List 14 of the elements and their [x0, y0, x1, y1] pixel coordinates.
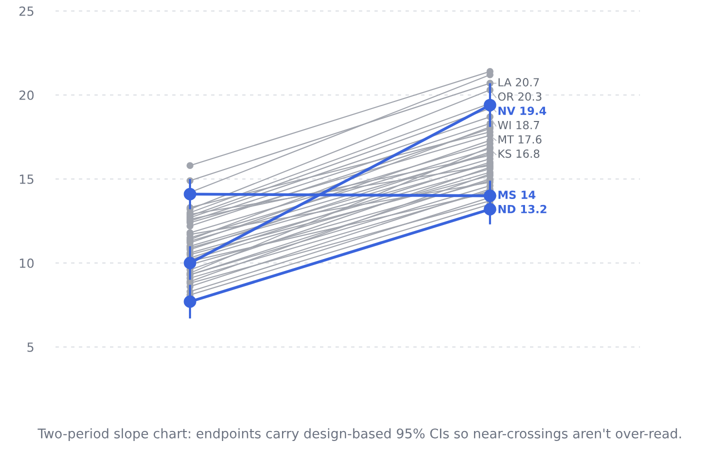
text: KS 16.8 [498, 149, 540, 158]
text: WI 18.7 [498, 120, 540, 130]
y-tick-label: 20 [19, 90, 34, 100]
text: NV 19.4 [498, 106, 546, 116]
y-tick-label: 15 [20, 174, 34, 184]
text: Two-period slope chart: endpoints carry design-based 95% CIs so near-crossings aren't over-read. [38, 428, 681, 441]
text: OR 20.3 [498, 92, 542, 101]
text: MT 17.6 [498, 135, 542, 144]
y-tick-label: 5 [27, 342, 34, 352]
text: ND 13.2 [498, 204, 546, 214]
y-tick-label: 10 [20, 258, 34, 268]
text: LA 20.7 [498, 78, 539, 86]
text: MS 14 [498, 190, 536, 200]
y-tick-label: 25 [19, 6, 34, 16]
